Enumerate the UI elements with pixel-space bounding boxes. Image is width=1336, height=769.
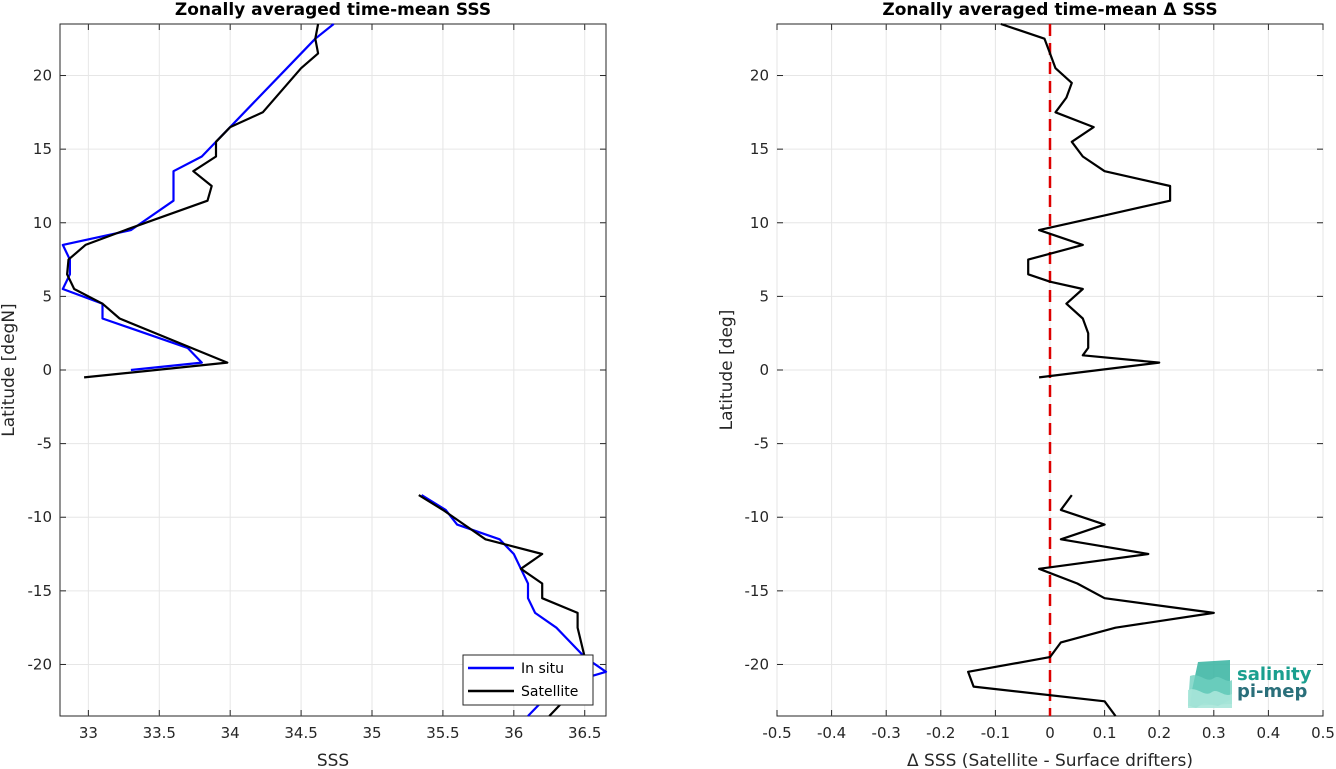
right-series-line-series-1 <box>1000 22 1172 379</box>
left-panel-sss: 33 33.5 34 34.5 35 35.5 36 36.5 -20 -15 -10 -5 0 5 10 1… <box>0 0 608 769</box>
right-ticks: -0.5 -0.4 -0.3 -0.2 -0.1 0 0.1 0.2 0.3 0.4 0.5 -20 -… <box>745 24 1335 742</box>
legend-label-in-situ: In situ <box>521 661 564 677</box>
right-x-tick-label: -0.4 <box>817 724 846 742</box>
left-y-tick-label: 20 <box>33 67 52 85</box>
right-y-tick-label: -5 <box>754 435 769 453</box>
left-series <box>61 23 608 717</box>
waves-icon <box>1188 660 1232 708</box>
right-y-tick-label: -10 <box>745 508 770 526</box>
right-x-tick-label: -0.3 <box>872 724 901 742</box>
right-y-tick-label: 0 <box>759 361 769 379</box>
left-ticks: 33 33.5 34 34.5 35 35.5 36 36.5 -20 -15 -10 -5 0 5 10 1… <box>28 24 606 742</box>
right-x-tick-label: 0 <box>1045 724 1055 742</box>
left-x-tick-label: 34.5 <box>284 724 317 742</box>
right-y-tick-label: 15 <box>750 140 769 158</box>
right-series-line-series-1 <box>966 494 1215 717</box>
left-series-line-satellite <box>65 23 320 379</box>
left-y-tick-label: -15 <box>28 582 53 600</box>
left-y-tick-label: 15 <box>33 140 52 158</box>
left-y-tick-label: -10 <box>28 508 53 526</box>
right-y-tick-label: 5 <box>759 287 769 305</box>
right-x-tick-label: 0.1 <box>1093 724 1117 742</box>
left-x-tick-label: 35 <box>362 724 381 742</box>
right-x-axis-label: Δ SSS (Satellite - Surface drifters) <box>907 751 1193 769</box>
right-x-tick-label: -0.1 <box>981 724 1010 742</box>
right-series <box>966 22 1215 717</box>
legend: In situ Satellite <box>462 654 594 706</box>
left-x-tick-label: 33 <box>79 724 98 742</box>
right-x-tick-label: 0.2 <box>1147 724 1171 742</box>
legend-box <box>462 654 594 706</box>
left-series-line-in-situ <box>61 23 335 372</box>
right-y-tick-label: 10 <box>750 214 769 232</box>
right-y-tick-label: 20 <box>750 67 769 85</box>
right-x-tick-label: 0.5 <box>1311 724 1335 742</box>
left-series-line-in-situ <box>421 494 608 717</box>
left-y-tick-label: 5 <box>42 287 52 305</box>
right-y-axis-label: Latitude [deg] <box>717 310 737 431</box>
left-x-tick-label: 36 <box>504 724 523 742</box>
right-panel-delta-sss: -0.5 -0.4 -0.3 -0.2 -0.1 0 0.1 0.2 0.3 0.4 0.5 -20 -… <box>717 0 1335 769</box>
right-chart-title: Zonally averaged time-mean Δ SSS <box>882 0 1217 20</box>
left-chart-title: Zonally averaged time-mean SSS <box>175 0 491 20</box>
right-y-tick-label: -20 <box>745 655 770 673</box>
legend-label-satellite: Satellite <box>521 684 578 700</box>
left-x-tick-label: 34 <box>221 724 240 742</box>
left-y-tick-label: -20 <box>28 655 53 673</box>
right-x-tick-label: -0.5 <box>762 724 791 742</box>
logo-text-line1: salinity <box>1237 664 1312 685</box>
right-x-tick-label: 0.4 <box>1256 724 1280 742</box>
right-x-tick-label: -0.2 <box>926 724 955 742</box>
left-y-tick-label: 10 <box>33 214 52 232</box>
left-x-tick-label: 36.5 <box>568 724 601 742</box>
left-x-tick-label: 35.5 <box>426 724 459 742</box>
right-x-tick-label: 0.3 <box>1202 724 1226 742</box>
left-y-axis-label: Latitude [degN] <box>0 303 19 436</box>
logo-text-line2: pi-mep <box>1237 681 1307 702</box>
left-x-axis-label: SSS <box>317 751 349 769</box>
right-y-tick-label: -15 <box>745 582 770 600</box>
left-y-tick-label: 0 <box>42 361 52 379</box>
left-y-tick-label: -5 <box>37 435 52 453</box>
left-grid <box>60 24 606 716</box>
left-x-tick-label: 33.5 <box>143 724 176 742</box>
salinity-pi-mep-logo: salinity pi-mep <box>1188 660 1312 708</box>
